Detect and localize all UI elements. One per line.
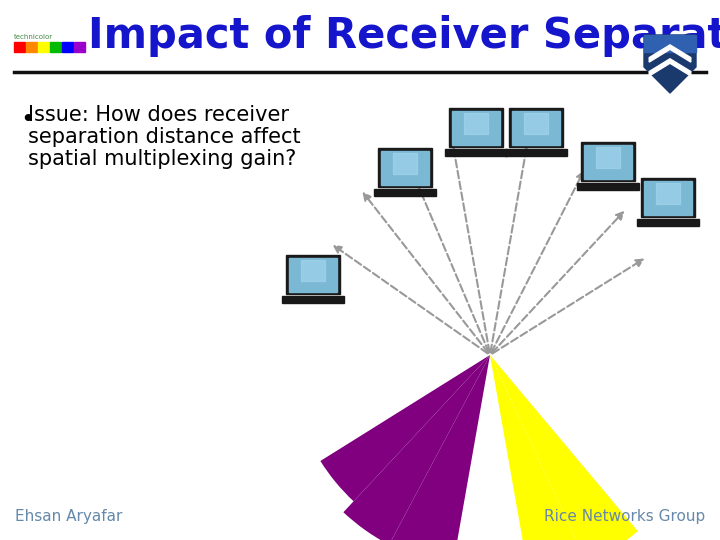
Bar	[644, 180, 692, 214]
Bar	[452, 111, 500, 145]
Bar	[505, 149, 567, 157]
Wedge shape	[490, 355, 638, 540]
Bar	[636, 219, 699, 226]
Bar	[378, 148, 432, 187]
Bar	[581, 142, 635, 181]
Wedge shape	[382, 355, 490, 540]
Bar	[524, 113, 548, 134]
Bar	[381, 151, 429, 185]
Wedge shape	[320, 355, 490, 501]
Polygon shape	[649, 45, 690, 62]
Wedge shape	[490, 355, 581, 540]
Text: Rice Networks Group: Rice Networks Group	[544, 509, 705, 524]
Wedge shape	[343, 355, 490, 540]
Bar	[512, 111, 560, 145]
Bar	[26, 42, 37, 52]
Bar	[286, 255, 340, 294]
Bar	[393, 153, 417, 174]
Bar	[282, 296, 344, 303]
Bar	[464, 113, 488, 134]
Bar	[584, 145, 632, 179]
Text: Issue: How does receiver: Issue: How does receiver	[28, 105, 289, 125]
Text: Ehsan Aryafar: Ehsan Aryafar	[15, 509, 122, 524]
Text: •: •	[20, 108, 35, 132]
Text: Impact of Receiver Separation: Impact of Receiver Separation	[88, 15, 720, 57]
Bar	[641, 178, 695, 217]
Bar	[374, 189, 436, 197]
Bar	[596, 146, 620, 168]
Bar	[577, 183, 639, 191]
Bar	[289, 258, 337, 292]
Polygon shape	[644, 35, 696, 52]
Bar	[62, 42, 73, 52]
Text: spatial multiplexing gain?: spatial multiplexing gain?	[28, 149, 297, 169]
Text: technicolor: technicolor	[14, 34, 53, 40]
Bar	[74, 42, 85, 52]
Bar	[301, 260, 325, 281]
Text: separation distance affect: separation distance affect	[28, 127, 301, 147]
Bar	[38, 42, 49, 52]
Polygon shape	[644, 35, 696, 93]
Bar	[445, 149, 507, 157]
Bar	[656, 183, 680, 204]
Bar	[50, 42, 61, 52]
Bar	[449, 108, 503, 147]
Bar	[509, 108, 563, 147]
Polygon shape	[649, 59, 690, 76]
Bar	[14, 42, 25, 52]
